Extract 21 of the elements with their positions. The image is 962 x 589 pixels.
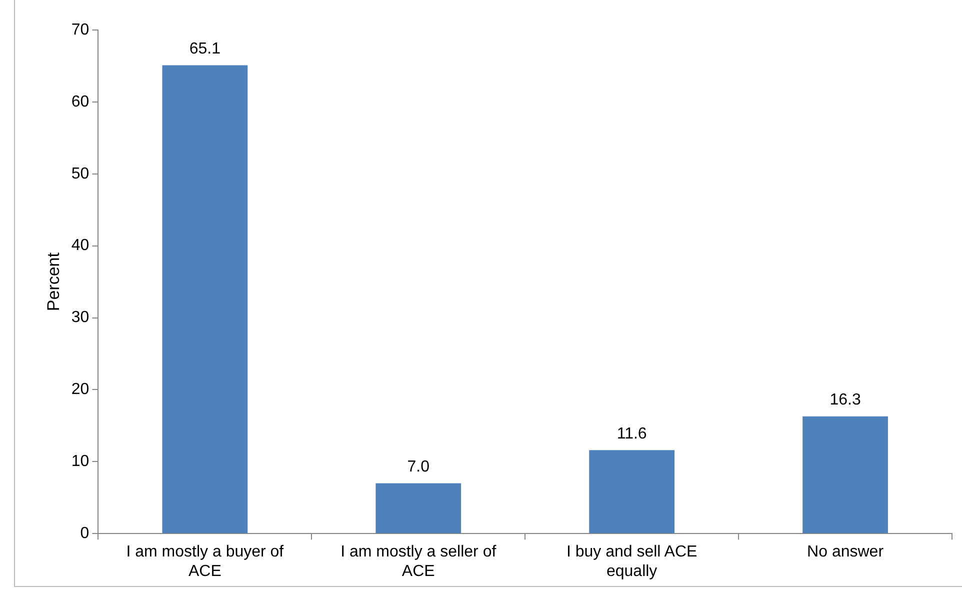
bar <box>802 416 888 534</box>
y-tick-label: 30 <box>71 309 90 326</box>
y-tick-label: 20 <box>71 381 90 398</box>
bar <box>376 483 462 534</box>
bar <box>589 450 675 534</box>
x-tick-label: No answer <box>807 544 884 561</box>
y-tick-label: 60 <box>71 93 90 110</box>
y-axis-title: Percent <box>44 252 63 312</box>
y-tick-label: 0 <box>80 525 90 542</box>
y-tick-label: 50 <box>71 165 90 182</box>
y-tick-label: 10 <box>71 453 90 470</box>
x-tick-label: I am mostly a seller of ACE <box>340 544 497 580</box>
x-tick-label: I buy and sell ACE equally <box>566 544 698 580</box>
data-label: 65.1 <box>189 40 221 58</box>
data-label: 16.3 <box>830 392 861 409</box>
x-tick-label: I am mostly a buyer of ACE <box>126 544 284 580</box>
y-tick-label: 70 <box>71 21 90 38</box>
data-label: 11.6 <box>616 426 647 443</box>
data-label: 7.0 <box>407 458 430 476</box>
bar <box>162 65 248 534</box>
y-tick-label: 40 <box>71 237 90 254</box>
